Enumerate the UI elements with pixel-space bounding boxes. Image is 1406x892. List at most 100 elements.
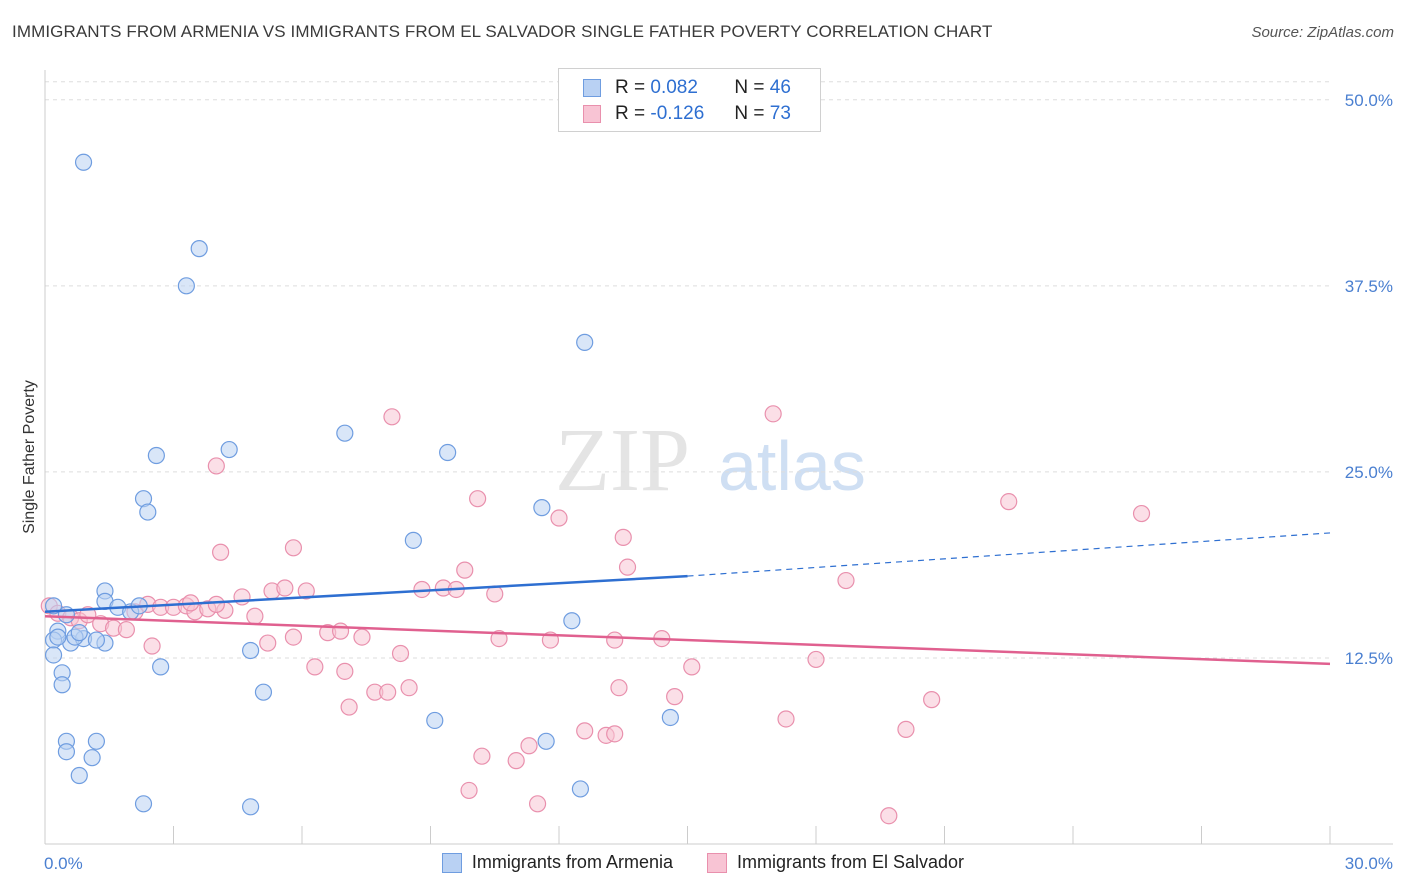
elsalvador-point — [606, 725, 624, 743]
legend-item-elsalvador[interactable]: Immigrants from El Salvador — [706, 852, 965, 873]
x-tick-label-min: 0.0% — [44, 854, 83, 873]
elsalvador-point — [353, 628, 371, 646]
elsalvador-point — [207, 457, 225, 475]
armenia-point — [404, 531, 422, 549]
elsalvador-point — [777, 710, 795, 728]
armenia-point — [571, 780, 590, 798]
elsalvador-point — [212, 543, 230, 561]
armenia-point — [70, 766, 88, 785]
armenia-point — [426, 711, 444, 730]
y-axis-label: Single Father Poverty — [21, 380, 38, 534]
armenia-point — [139, 503, 157, 521]
armenia-trend-line — [44, 574, 688, 614]
elsalvador-point — [507, 752, 525, 770]
armenia-point — [220, 440, 238, 459]
elsalvador-point — [400, 679, 418, 697]
armenia-point — [49, 628, 67, 646]
series-legend: Immigrants from Armenia Immigrants from … — [0, 852, 1406, 873]
elsalvador-point — [284, 628, 303, 646]
elsalvador-point — [379, 683, 397, 701]
elsalvador-r-value: -0.126 — [650, 103, 705, 124]
watermark-atlas: atlas — [718, 427, 866, 505]
armenia-point — [177, 277, 195, 295]
y-tick-label: 37.5% — [1345, 277, 1393, 296]
elsalvador-legend-label: Immigrants from El Salvador — [736, 852, 965, 872]
elsalvador-legend-swatch — [706, 852, 727, 873]
elsalvador-point — [764, 405, 782, 423]
elsalvador-point — [233, 588, 251, 606]
armenia-point — [533, 499, 551, 517]
elsalvador-point — [207, 595, 225, 613]
armenia-point — [336, 424, 354, 442]
armenia-point — [44, 597, 63, 615]
elsalvador-point — [683, 658, 701, 676]
armenia-r-value: 0.082 — [650, 77, 698, 98]
armenia-point — [190, 240, 208, 258]
elsalvador-point — [284, 539, 303, 557]
elsalvador-trend-line — [44, 615, 1331, 666]
legend-r-label: R = — [615, 77, 646, 98]
elsalvador-point — [1000, 493, 1018, 511]
legend-n-label: N = — [734, 103, 765, 124]
watermark-zip: ZIP — [555, 411, 690, 510]
armenia-point — [254, 683, 273, 701]
elsalvador-point — [528, 795, 547, 813]
elsalvador-point — [614, 528, 632, 546]
elsalvador-point — [143, 637, 161, 655]
armenia-point — [134, 795, 153, 813]
elsalvador-point — [618, 558, 637, 576]
elsalvador-point — [276, 579, 294, 597]
armenia-trend-extension — [687, 532, 1331, 577]
elsalvador-point — [807, 650, 825, 669]
y-tick-label: 12.5% — [1345, 649, 1393, 668]
elsalvador-point — [897, 720, 915, 738]
armenia-swatch — [583, 79, 601, 97]
elsalvador-point — [456, 561, 474, 579]
elsalvador-point — [340, 698, 358, 716]
x-tick-label-max: 30.0% — [1345, 854, 1393, 873]
elsalvador-point — [610, 679, 628, 697]
elsalvador-point — [1132, 504, 1151, 523]
elsalvador-point — [923, 691, 941, 709]
elsalvador-point — [606, 631, 624, 649]
elsalvador-point — [297, 582, 315, 600]
armenia-point — [576, 333, 594, 351]
elsalvador-point — [469, 490, 487, 508]
elsalvador-swatch — [583, 105, 601, 123]
elsalvador-point — [490, 629, 508, 648]
armenia-point — [537, 732, 555, 750]
armenia-legend-label: Immigrants from Armenia — [471, 852, 673, 872]
armenia-point — [563, 612, 581, 630]
armenia-legend-swatch — [441, 852, 462, 873]
elsalvador-point — [576, 722, 594, 740]
elsalvador-point — [331, 622, 350, 640]
legend-row-armenia: R = 0.082 N = 46 — [583, 77, 791, 99]
stats-legend: R = 0.082 N = 46 R = -0.126 N = 73 — [558, 68, 821, 132]
elsalvador-point — [383, 408, 401, 426]
armenia-point — [70, 624, 88, 642]
elsalvador-point — [336, 662, 354, 680]
elsalvador-point — [520, 737, 538, 755]
elsalvador-point — [460, 781, 478, 800]
elsalvador-point — [259, 634, 277, 652]
legend-n-label: N = — [734, 77, 765, 98]
elsalvador-point — [473, 747, 491, 765]
chart-source: Source: ZipAtlas.com — [1251, 24, 1394, 41]
chart-title: IMMIGRANTS FROM ARMENIA VS IMMIGRANTS FR… — [12, 22, 993, 41]
armenia-point — [147, 446, 165, 465]
elsalvador-point — [306, 658, 324, 676]
elsalvador-n-value: 73 — [769, 103, 791, 124]
elsalvador-point — [666, 688, 684, 706]
armenia-point — [83, 749, 101, 767]
armenia-point — [242, 798, 260, 816]
armenia-point — [87, 631, 106, 649]
armenia-point — [242, 641, 260, 660]
armenia-point — [44, 646, 63, 664]
legend-item-armenia[interactable]: Immigrants from Armenia — [441, 852, 673, 873]
elsalvador-point — [550, 509, 568, 527]
y-tick-label: 50.0% — [1345, 91, 1393, 110]
legend-row-elsalvador: R = -0.126 N = 73 — [583, 103, 791, 125]
elsalvador-point — [117, 621, 135, 639]
y-tick-label: 25.0% — [1345, 463, 1393, 482]
